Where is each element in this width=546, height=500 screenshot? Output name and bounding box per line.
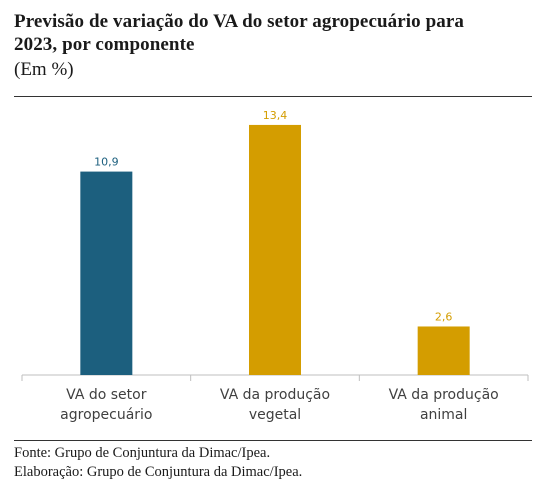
chart-header: Previsão de variação do VA do setor agro… [14, 10, 534, 81]
category-label-1-1: vegetal [249, 407, 301, 423]
bar-1 [249, 124, 301, 375]
bar-chart-svg: 10,9 VA do setor agropecuário 13,4 VA da pro… [21, 109, 529, 423]
chart-title-line-2: 2023, por componente [14, 34, 195, 55]
chart-footer: Fonte: Grupo de Conjuntura da Dimac/Ipea… [14, 444, 534, 482]
category-label-2-0: VA da produção [389, 387, 499, 403]
source-note: Fonte: Grupo de Conjuntura da Dimac/Ipea… [14, 445, 271, 461]
chart-subtitle: (Em %) [14, 59, 74, 80]
category-label-0-0: VA do setor [66, 387, 147, 403]
category-label-2-1: animal [420, 407, 467, 423]
bottom-divider [14, 440, 532, 441]
elaboration-note: Elaboração: Grupo de Conjuntura da Dimac… [14, 464, 303, 480]
data-label-1: 13,4 [263, 109, 288, 122]
bar-chart: 10,9 VA do setor agropecuário 13,4 VA da pro… [0, 98, 546, 438]
data-label-0: 10,9 [94, 156, 119, 169]
data-label-2: 2,6 [435, 310, 453, 323]
category-label-1-0: VA da produção [220, 387, 330, 403]
category-label-0-1: agropecuário [60, 407, 152, 423]
chart-title-line-1: Previsão de variação do VA do setor agro… [14, 11, 465, 32]
bar-2 [417, 326, 470, 375]
top-divider [14, 96, 532, 97]
chart-title: Previsão de variação do VA do setor agro… [14, 10, 534, 56]
bar-0 [80, 171, 133, 375]
